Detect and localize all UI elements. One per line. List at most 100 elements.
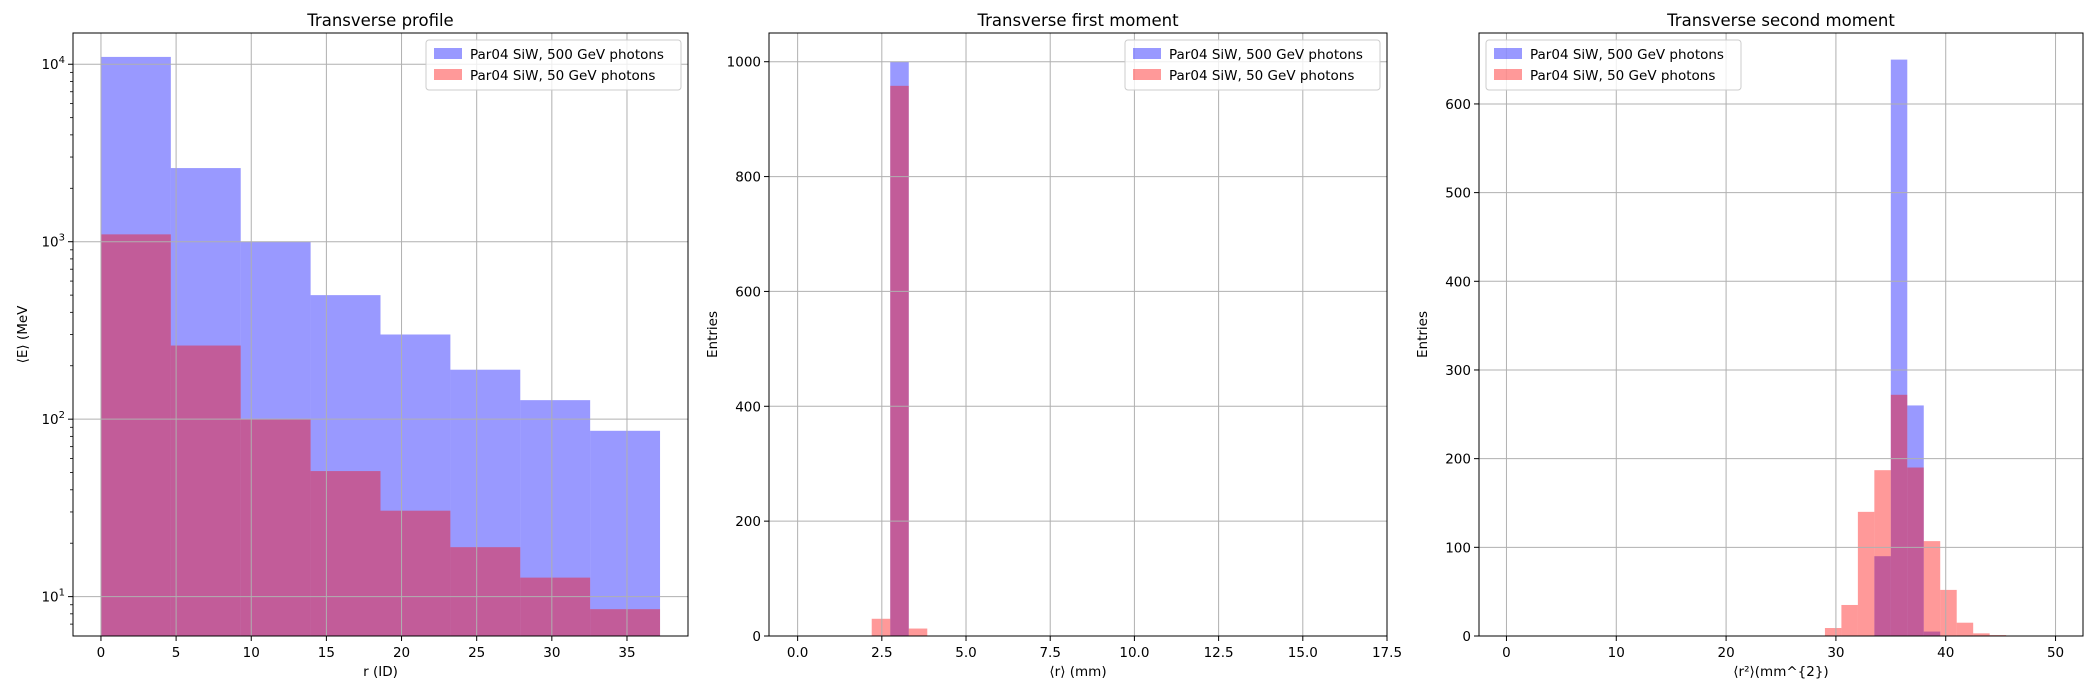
x-axis-label: r (ID): [363, 664, 398, 680]
x-tick-label: 7.5: [1039, 645, 1060, 661]
y-axis-ticks: 0 200 400 600 800 1000: [727, 55, 769, 645]
bar: [240, 419, 311, 636]
axes-frame: [768, 32, 1388, 637]
y-tick-label: 0: [1462, 629, 1471, 645]
legend-entry: Par04 SiW, 500 GeV photons: [470, 47, 664, 63]
legend-entry: Par04 SiW, 50 GeV photons: [470, 68, 655, 84]
legend-entry: Par04 SiW, 50 GeV photons: [1169, 68, 1354, 84]
legend-swatch: [1494, 48, 1522, 59]
x-axis-ticks: 0 10 20 30 40 50: [1502, 636, 2064, 661]
legend-entry: Par04 SiW, 50 GeV photons: [1530, 68, 1715, 84]
bar: [890, 85, 909, 636]
y-tick-label: 1000: [727, 55, 761, 71]
y-tick-label: 104: [41, 55, 65, 73]
legend: Par04 SiW, 500 GeV photons Par04 SiW, 50 …: [425, 39, 682, 91]
chart-title: Transverse second moment: [1666, 11, 1895, 30]
x-tick-label: 0: [97, 645, 106, 661]
bars: [871, 61, 928, 636]
bar: [100, 234, 171, 636]
x-tick-label: 10: [243, 645, 260, 661]
bar: [908, 628, 928, 636]
bar: [1841, 604, 1858, 636]
y-axis-label: Entries: [1415, 311, 1431, 358]
bar: [1874, 470, 1891, 636]
series-1-bars: [1874, 59, 1941, 636]
legend-swatch: [1133, 69, 1161, 80]
chart-panel-1: 0 5 10 15 20 25 30 35 101 102 103 104 Transverse pro…: [15, 11, 689, 680]
series-2-bars: [100, 234, 661, 636]
bar: [380, 334, 451, 636]
bar: [1956, 622, 1974, 636]
bar: [450, 369, 521, 636]
bar: [1940, 589, 1957, 636]
bar: [380, 510, 451, 636]
plot-area: [1479, 33, 2083, 636]
x-tick-label: 30: [1827, 645, 1844, 661]
x-tick-label: 30: [543, 645, 560, 661]
legend-swatch: [434, 69, 462, 80]
y-tick-label: 103: [41, 233, 65, 251]
chart-panel-2: 0.0 2.5 5.0 7.5 10.0 12.5 15.0 17.5 0 200 400 600 80…: [705, 11, 1402, 680]
bar: [590, 609, 661, 636]
x-tick-label: 2.5: [871, 645, 892, 661]
bar: [1907, 467, 1924, 636]
bar: [170, 345, 241, 636]
y-axis-label: Entries: [705, 311, 721, 358]
bar: [871, 618, 891, 636]
x-tick-label: 5: [172, 645, 181, 661]
x-axis-ticks: 0 5 10 15 20 25 30 35: [97, 636, 636, 661]
x-tick-label: 20: [1717, 645, 1734, 661]
axes-frame: [1478, 32, 2084, 637]
plot-area: [73, 33, 688, 636]
bar: [100, 56, 171, 636]
bar: [1973, 633, 1990, 636]
x-tick-label: 25: [468, 645, 485, 661]
y-minor-ticks: [70, 71, 73, 625]
bar: [1890, 394, 1908, 636]
x-axis-label: ⟨r⟩ (mm): [1049, 664, 1106, 680]
bar: [1890, 59, 1908, 636]
y-tick-label: 200: [735, 514, 761, 530]
x-axis-label: ⟨r²⟩(mm^{2}): [1733, 664, 1828, 680]
chart-title: Transverse profile: [306, 11, 453, 30]
legend: Par04 SiW, 500 GeV photons Par04 SiW, 50 …: [1124, 39, 1381, 91]
x-tick-label: 0: [1502, 645, 1511, 661]
legend-entry: Par04 SiW, 500 GeV photons: [1530, 47, 1724, 63]
bar: [1907, 405, 1924, 636]
bar: [310, 471, 381, 636]
bar: [890, 61, 909, 636]
y-axis-ticks: 0 100 200 300 400 500 600: [1445, 97, 1479, 645]
bar: [240, 241, 311, 636]
bar: [1857, 511, 1875, 636]
gridlines: [1479, 33, 2083, 637]
bar: [450, 547, 521, 636]
x-tick-label: 10.0: [1119, 645, 1149, 661]
bars: [1824, 59, 2007, 636]
legend-swatch: [434, 48, 462, 59]
bar: [590, 430, 661, 636]
legend-entry: Par04 SiW, 500 GeV photons: [1169, 47, 1363, 63]
legend-box: [425, 39, 682, 91]
gridlines: [73, 33, 688, 636]
x-tick-label: 0.0: [787, 645, 808, 661]
y-tick-label: 100: [1445, 540, 1471, 556]
x-tick-label: 17.5: [1372, 645, 1402, 661]
x-tick-label: 40: [1937, 645, 1954, 661]
legend-swatch: [1133, 48, 1161, 59]
y-tick-label: 102: [41, 410, 65, 428]
y-tick-label: 600: [1445, 97, 1471, 113]
bar: [1824, 628, 1842, 636]
x-tick-label: 50: [2047, 645, 2064, 661]
series-1-bars: [890, 61, 909, 636]
x-tick-label: 10: [1608, 645, 1625, 661]
chart-title: Transverse first moment: [976, 11, 1179, 30]
bar: [1923, 631, 1941, 636]
series-2-bars: [1824, 394, 2007, 636]
y-tick-label: 400: [1445, 274, 1471, 290]
chart-panel-3: 0 10 20 30 40 500100200300400500600Transverse…: [1415, 11, 2084, 680]
x-tick-label: 35: [618, 645, 635, 661]
y-axis-label: ⟨E⟩ (MeV: [15, 305, 31, 364]
y-tick-label: 0: [752, 629, 761, 645]
legend-swatch: [1494, 69, 1522, 80]
